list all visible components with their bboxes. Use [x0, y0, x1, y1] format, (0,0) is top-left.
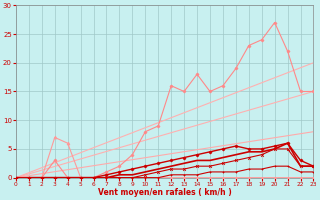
X-axis label: Vent moyen/en rafales ( km/h ): Vent moyen/en rafales ( km/h ) — [98, 188, 232, 197]
